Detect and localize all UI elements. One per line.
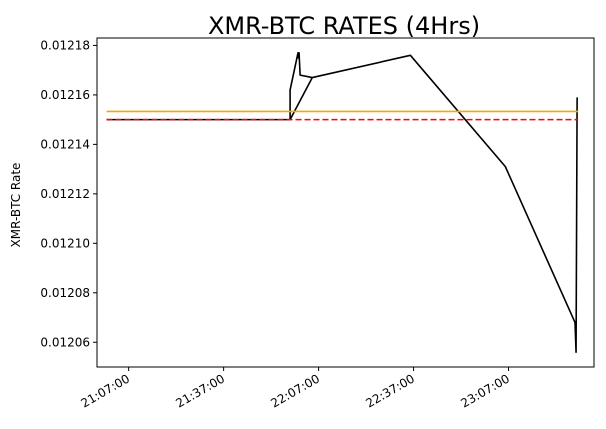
y-tick-label: 0.01218	[40, 38, 90, 52]
chart-title: XMR-BTC RATES (4Hrs)	[208, 12, 480, 40]
y-axis-label: XMR-BTC Rate	[9, 163, 23, 248]
y-tick-label: 0.01210	[40, 236, 90, 250]
x-tick-label: 21:07:00	[78, 371, 132, 410]
y-tick-label: 0.01216	[40, 88, 90, 102]
series-line-1	[106, 52, 578, 353]
y-tick-label: 0.01206	[40, 335, 90, 349]
plot-frame	[96, 37, 595, 368]
x-tick-label: 23:07:00	[458, 371, 512, 410]
y-tick-label: 0.01208	[40, 286, 90, 300]
y-tick-label: 0.01214	[40, 137, 90, 151]
ticks-layer: 0.01206 0.01208 0.01210 0.01212 0.01214 0.012…	[40, 38, 512, 410]
x-tick-label: 22:07:00	[268, 371, 322, 410]
x-tick-label: 22:37:00	[363, 371, 417, 410]
y-tick-label: 0.01212	[40, 187, 90, 201]
series-layer	[106, 52, 579, 353]
x-tick-label: 21:37:00	[173, 371, 227, 410]
